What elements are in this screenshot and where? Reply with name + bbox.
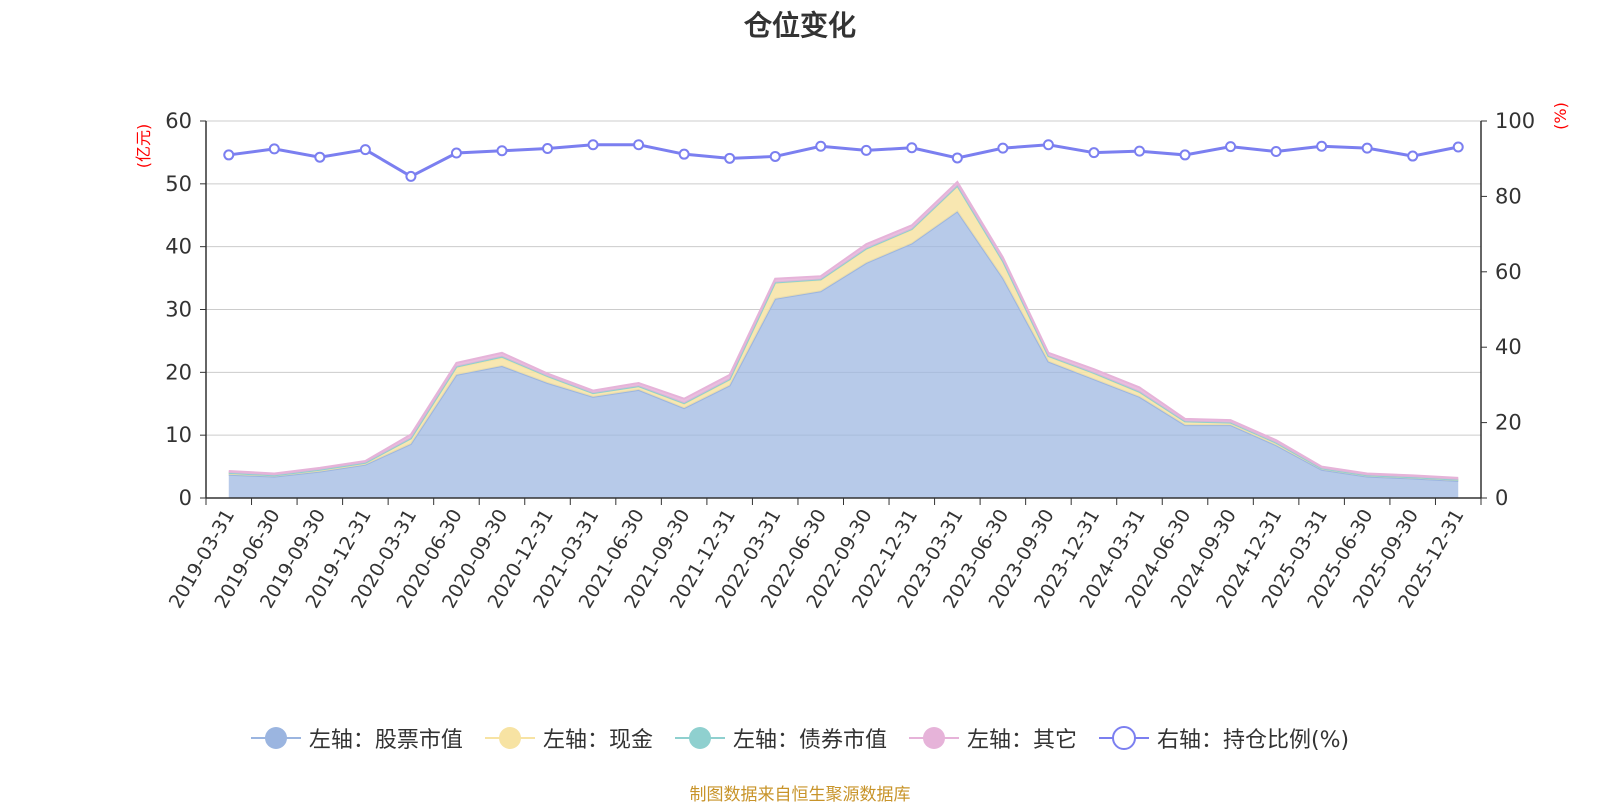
left-tick-label: 50 — [165, 172, 192, 196]
legend-marker-dot — [922, 727, 945, 749]
position-ratio-point — [450, 147, 462, 159]
position-ratio-point — [1088, 147, 1100, 159]
data-source-note: 制图数据来自恒生聚源数据库 — [689, 785, 911, 805]
legend-label: 左轴：现金 — [542, 728, 653, 753]
legend-label: 左轴：股票市值 — [308, 728, 463, 753]
right-axis-unit: (%) — [1551, 102, 1570, 130]
position-ratio-line — [228, 143, 1459, 179]
position-ratio-point — [906, 142, 918, 154]
left-tick-label: 60 — [165, 109, 192, 133]
position-ratio-point — [724, 152, 736, 164]
left-tick-label: 30 — [165, 298, 192, 322]
position-ratio-point — [1316, 140, 1328, 152]
position-ratio-point — [496, 145, 508, 157]
legend-marker-dot — [1111, 726, 1136, 750]
position-ratio-point — [542, 143, 554, 155]
position-ratio-point — [633, 139, 645, 151]
legend-label: 右轴：持仓比例(%) — [1156, 728, 1350, 753]
right-tick-label: 80 — [1495, 184, 1522, 208]
legend-item-4[interactable]: 左轴：其它 — [908, 722, 1077, 754]
left-tick-label: 10 — [165, 423, 192, 447]
chart-legend: 左轴：股票市值 左轴：现金 左轴：债券市值 左轴：其它 右轴：持仓比例(%) — [0, 722, 1600, 754]
legend-item-2[interactable]: 左轴：现金 — [484, 722, 653, 754]
left-tick-label: 0 — [179, 486, 192, 510]
legend-marker-icon — [908, 727, 959, 749]
legend-item-5[interactable]: 右轴：持仓比例(%) — [1098, 722, 1350, 754]
position-ratio-point — [769, 150, 781, 162]
area-edge-series-4 — [228, 180, 1459, 479]
position-ratio-point — [815, 140, 827, 152]
position-ratio-point — [1270, 146, 1282, 158]
right-tick-label: 60 — [1495, 260, 1522, 284]
left-tick-label: 20 — [165, 360, 192, 384]
position-ratio-point — [1042, 139, 1054, 151]
left-tick-label: 40 — [165, 235, 192, 259]
position-ratio-point — [1225, 141, 1237, 153]
legend-marker-icon — [1098, 726, 1149, 750]
legend-item-1[interactable]: 左轴：股票市值 — [250, 722, 463, 754]
chart-title: 仓位变化 — [743, 9, 856, 42]
legend-marker-dot — [264, 727, 287, 749]
position-ratio-point — [268, 143, 280, 155]
right-tick-label: 100 — [1495, 109, 1535, 133]
right-tick-label: 0 — [1495, 486, 1508, 510]
position-ratio-point — [1133, 145, 1145, 157]
legend-marker-icon — [250, 727, 301, 749]
legend-marker-icon — [484, 727, 535, 749]
position-ratio-point — [678, 148, 690, 160]
position-ratio-point — [359, 144, 371, 156]
position-ratio-point — [860, 144, 872, 156]
position-ratio-point — [314, 151, 326, 163]
position-ratio-point — [587, 139, 599, 151]
position-ratio-point — [1179, 149, 1191, 161]
position-ratio-point — [405, 170, 417, 182]
left-axis-unit: (亿元) — [134, 124, 153, 169]
legend-label: 左轴：其它 — [966, 728, 1077, 753]
right-tick-label: 40 — [1495, 335, 1522, 359]
legend-label: 左轴：债券市值 — [732, 728, 887, 753]
legend-item-3[interactable]: 左轴：债券市值 — [674, 722, 887, 754]
legend-marker-icon — [674, 727, 725, 749]
position-ratio-point — [223, 149, 235, 161]
right-tick-label: 20 — [1495, 411, 1522, 435]
position-ratio-point — [1452, 141, 1464, 153]
chart-canvas: (亿元) (%) 01020304050600204060801002019-0… — [134, 102, 1570, 612]
legend-marker-dot — [498, 727, 521, 749]
position-ratio-point — [1407, 150, 1419, 162]
position-ratio-point — [1361, 142, 1373, 154]
position-ratio-point — [997, 142, 1009, 154]
area-series-1 — [228, 211, 1459, 499]
legend-marker-dot — [688, 727, 711, 749]
position-ratio-point — [951, 152, 963, 164]
